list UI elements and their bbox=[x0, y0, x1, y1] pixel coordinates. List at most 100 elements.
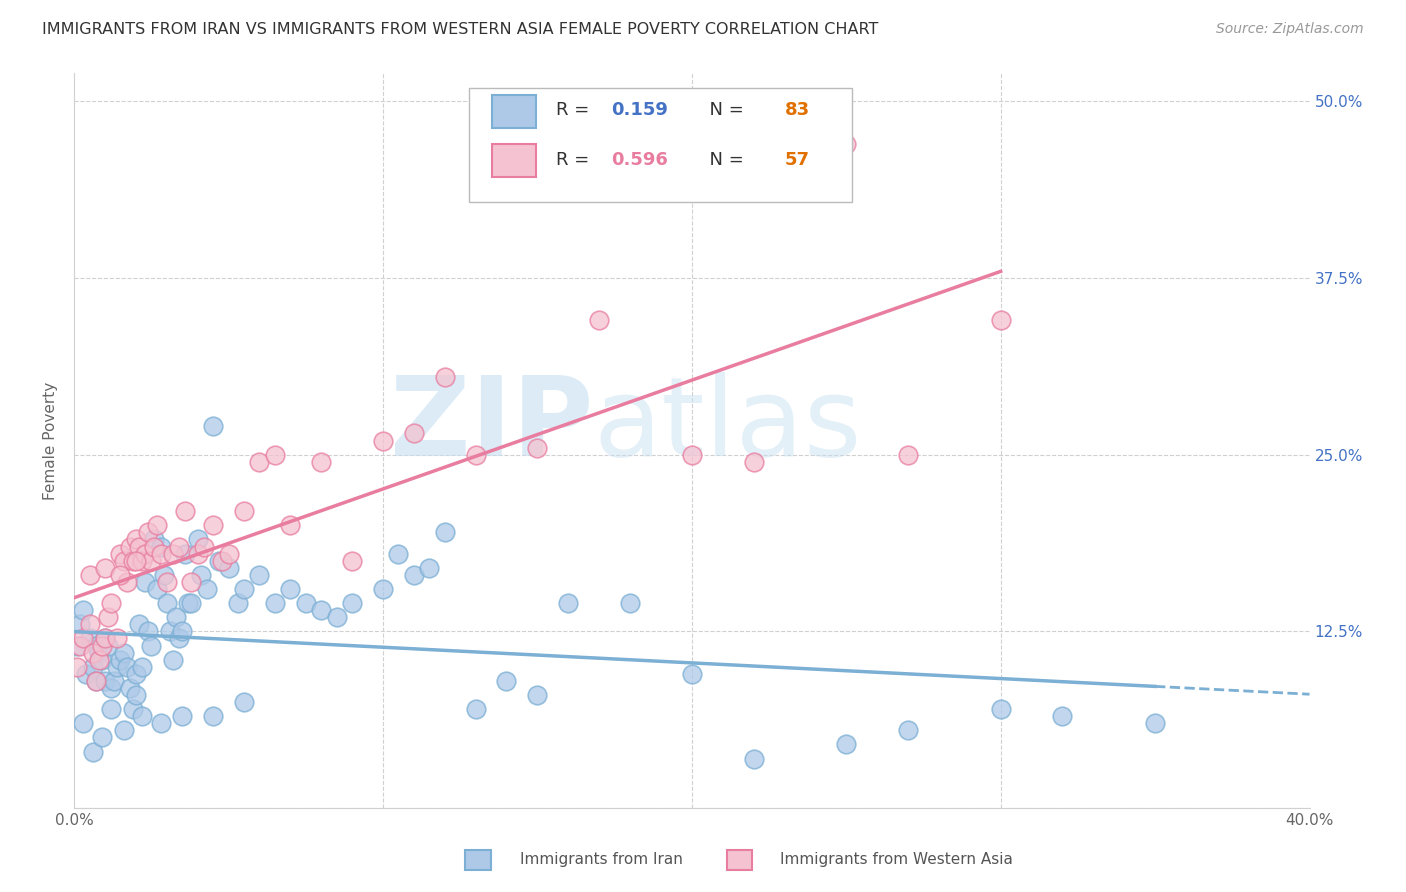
Point bbox=[172, 624, 194, 639]
Point bbox=[94, 673, 117, 688]
Point bbox=[433, 370, 456, 384]
Point bbox=[90, 731, 112, 745]
Point bbox=[79, 567, 101, 582]
Point bbox=[125, 554, 148, 568]
Point bbox=[90, 653, 112, 667]
Point bbox=[156, 574, 179, 589]
Point bbox=[121, 554, 143, 568]
Point bbox=[897, 448, 920, 462]
Y-axis label: Female Poverty: Female Poverty bbox=[44, 382, 58, 500]
Point bbox=[294, 596, 316, 610]
Point bbox=[128, 617, 150, 632]
Point bbox=[835, 136, 858, 151]
Point bbox=[82, 745, 104, 759]
Point bbox=[1052, 709, 1074, 723]
Point bbox=[125, 666, 148, 681]
Point bbox=[309, 455, 332, 469]
Point bbox=[681, 448, 703, 462]
Point bbox=[125, 688, 148, 702]
Point bbox=[103, 673, 125, 688]
Point bbox=[162, 653, 184, 667]
Point bbox=[162, 547, 184, 561]
Point bbox=[90, 639, 112, 653]
Point bbox=[681, 666, 703, 681]
Point bbox=[110, 567, 132, 582]
Point bbox=[79, 617, 101, 632]
Point bbox=[195, 582, 218, 596]
Point bbox=[218, 561, 240, 575]
Point bbox=[72, 632, 94, 646]
Point bbox=[174, 547, 197, 561]
Point bbox=[112, 554, 135, 568]
Point bbox=[141, 639, 163, 653]
Point bbox=[247, 567, 270, 582]
Point bbox=[149, 547, 172, 561]
Point bbox=[115, 574, 138, 589]
Point bbox=[619, 596, 641, 610]
Point bbox=[263, 596, 285, 610]
Point bbox=[66, 659, 89, 673]
Point bbox=[180, 574, 202, 589]
Point bbox=[82, 646, 104, 660]
Point bbox=[66, 639, 89, 653]
Point bbox=[100, 596, 122, 610]
Point bbox=[193, 540, 215, 554]
Point bbox=[187, 533, 209, 547]
Text: Source: ZipAtlas.com: Source: ZipAtlas.com bbox=[1216, 22, 1364, 37]
Point bbox=[69, 617, 91, 632]
Text: Immigrants from Iran: Immigrants from Iran bbox=[520, 852, 683, 867]
Point bbox=[233, 504, 256, 518]
Point bbox=[371, 434, 394, 448]
Point bbox=[94, 632, 117, 646]
Point bbox=[149, 540, 172, 554]
Point bbox=[146, 582, 169, 596]
Point bbox=[112, 646, 135, 660]
Point bbox=[75, 666, 97, 681]
Point bbox=[72, 716, 94, 731]
Point bbox=[247, 455, 270, 469]
Point bbox=[84, 639, 107, 653]
Point bbox=[118, 540, 141, 554]
Point bbox=[990, 313, 1012, 327]
Point bbox=[94, 561, 117, 575]
Text: 0.596: 0.596 bbox=[612, 151, 668, 169]
Text: 0.159: 0.159 bbox=[612, 102, 668, 120]
Point bbox=[141, 554, 163, 568]
Point bbox=[156, 596, 179, 610]
Point bbox=[211, 554, 233, 568]
Point bbox=[464, 702, 486, 716]
Point bbox=[97, 639, 120, 653]
Point bbox=[742, 751, 765, 765]
Point bbox=[325, 610, 347, 624]
Point bbox=[190, 567, 212, 582]
Point bbox=[263, 448, 285, 462]
Point bbox=[118, 681, 141, 695]
Point bbox=[152, 567, 174, 582]
FancyBboxPatch shape bbox=[492, 144, 536, 178]
Point bbox=[433, 525, 456, 540]
FancyBboxPatch shape bbox=[727, 850, 752, 870]
Point bbox=[402, 426, 425, 441]
Point bbox=[309, 603, 332, 617]
Point bbox=[202, 709, 225, 723]
Text: 57: 57 bbox=[785, 151, 810, 169]
Text: IMMIGRANTS FROM IRAN VS IMMIGRANTS FROM WESTERN ASIA FEMALE POVERTY CORRELATION : IMMIGRANTS FROM IRAN VS IMMIGRANTS FROM … bbox=[42, 22, 879, 37]
Point bbox=[87, 646, 110, 660]
FancyBboxPatch shape bbox=[465, 850, 491, 870]
Point bbox=[167, 632, 190, 646]
Point bbox=[557, 596, 579, 610]
Point bbox=[115, 659, 138, 673]
Point bbox=[143, 533, 166, 547]
Point bbox=[146, 518, 169, 533]
Point bbox=[159, 624, 181, 639]
Point bbox=[79, 632, 101, 646]
Text: N =: N = bbox=[697, 151, 749, 169]
Point bbox=[588, 313, 610, 327]
Point bbox=[418, 561, 440, 575]
Point bbox=[742, 455, 765, 469]
Point bbox=[340, 596, 363, 610]
Text: R =: R = bbox=[555, 102, 595, 120]
Point bbox=[143, 540, 166, 554]
Point bbox=[128, 540, 150, 554]
Point bbox=[84, 673, 107, 688]
